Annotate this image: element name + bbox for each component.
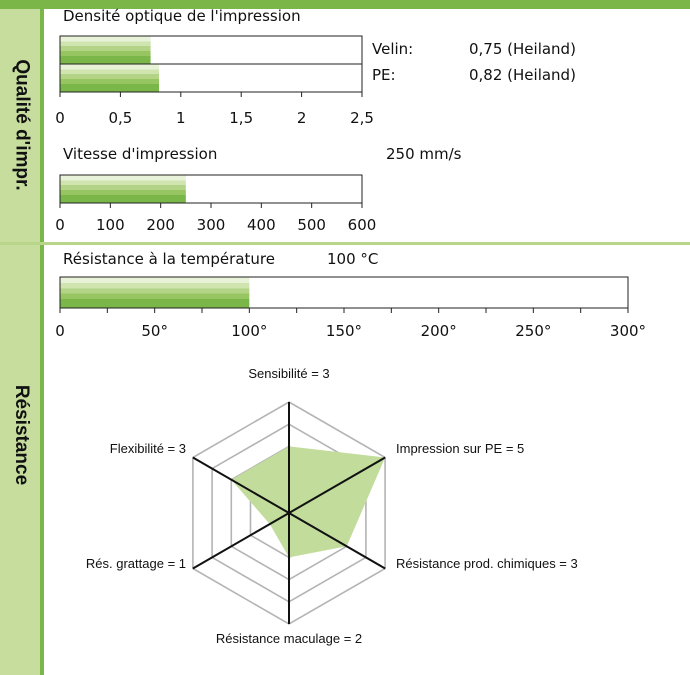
x-tick-label: 200 (146, 216, 175, 234)
radar-axis-line (192, 512, 290, 570)
x-tick-label: 0 (55, 216, 65, 234)
density-velin-value: 0,75 (Heiland) (469, 40, 576, 58)
temperature-value: 100 °C (327, 250, 379, 268)
sidebar-border (40, 9, 44, 675)
radar-axis-line (288, 512, 386, 570)
density-velin-label: Velin: (372, 40, 414, 58)
x-tick-label: 200° (421, 322, 457, 340)
bar (60, 36, 151, 64)
x-tick-label: 2,5 (350, 109, 374, 127)
bar (60, 64, 160, 92)
temperature-chart: 0 50° 100° 150° 200° 250° 300° (55, 276, 646, 340)
temperature-chart-title: Résistance à la température (63, 250, 275, 268)
radar-chart: Sensibilité = 3 Impression sur PE = 5 Rési… (86, 366, 578, 646)
density-pe-label: PE: (372, 66, 396, 84)
x-tick-label: 600 (348, 216, 377, 234)
density-chart-title: Densité optique de l'impression (63, 7, 301, 25)
x-tick-label: 0,5 (108, 109, 132, 127)
x-tick-label: 300° (610, 322, 646, 340)
density-chart: 0 0,5 1 1,5 2 2,5 (55, 35, 374, 127)
radar-axis-line (288, 456, 386, 514)
x-tick-label: 100 (96, 216, 125, 234)
x-tick-label: 250° (515, 322, 551, 340)
x-tick-label: 100° (231, 322, 267, 340)
bar (60, 277, 250, 308)
section-divider (0, 242, 690, 245)
bar (60, 175, 186, 203)
x-tick-label: 300 (197, 216, 226, 234)
x-tick-label: 0 (55, 322, 65, 340)
speed-chart-title: Vitesse d'impression (63, 145, 218, 163)
top-accent-bar (0, 0, 690, 9)
radar-axis-label: Impression sur PE = 5 (396, 441, 524, 456)
x-tick-label: 1,5 (229, 109, 253, 127)
speed-chart: 0 100 200 300 400 500 600 (55, 174, 377, 234)
x-tick-label: 150° (326, 322, 362, 340)
radar-axis-label: Résistance maculage = 2 (216, 631, 362, 646)
x-tick-label: 1 (176, 109, 186, 127)
speed-value: 250 mm/s (386, 145, 462, 163)
radar-axis-label: Résistance prod. chimiques = 3 (396, 556, 578, 571)
radar-axis-label: Rés. grattage = 1 (86, 556, 186, 571)
radar-axis-label: Flexibilité = 3 (110, 441, 186, 456)
x-tick-label: 400 (247, 216, 276, 234)
sidebar (0, 9, 40, 675)
x-tick-label: 50° (141, 322, 168, 340)
radar-axis-line (192, 456, 290, 514)
x-tick-label: 0 (55, 109, 65, 127)
x-tick-label: 2 (297, 109, 307, 127)
x-tick-label: 500 (297, 216, 326, 234)
density-pe-value: 0,82 (Heiland) (469, 66, 576, 84)
radar-axis-label: Sensibilité = 3 (248, 366, 329, 381)
